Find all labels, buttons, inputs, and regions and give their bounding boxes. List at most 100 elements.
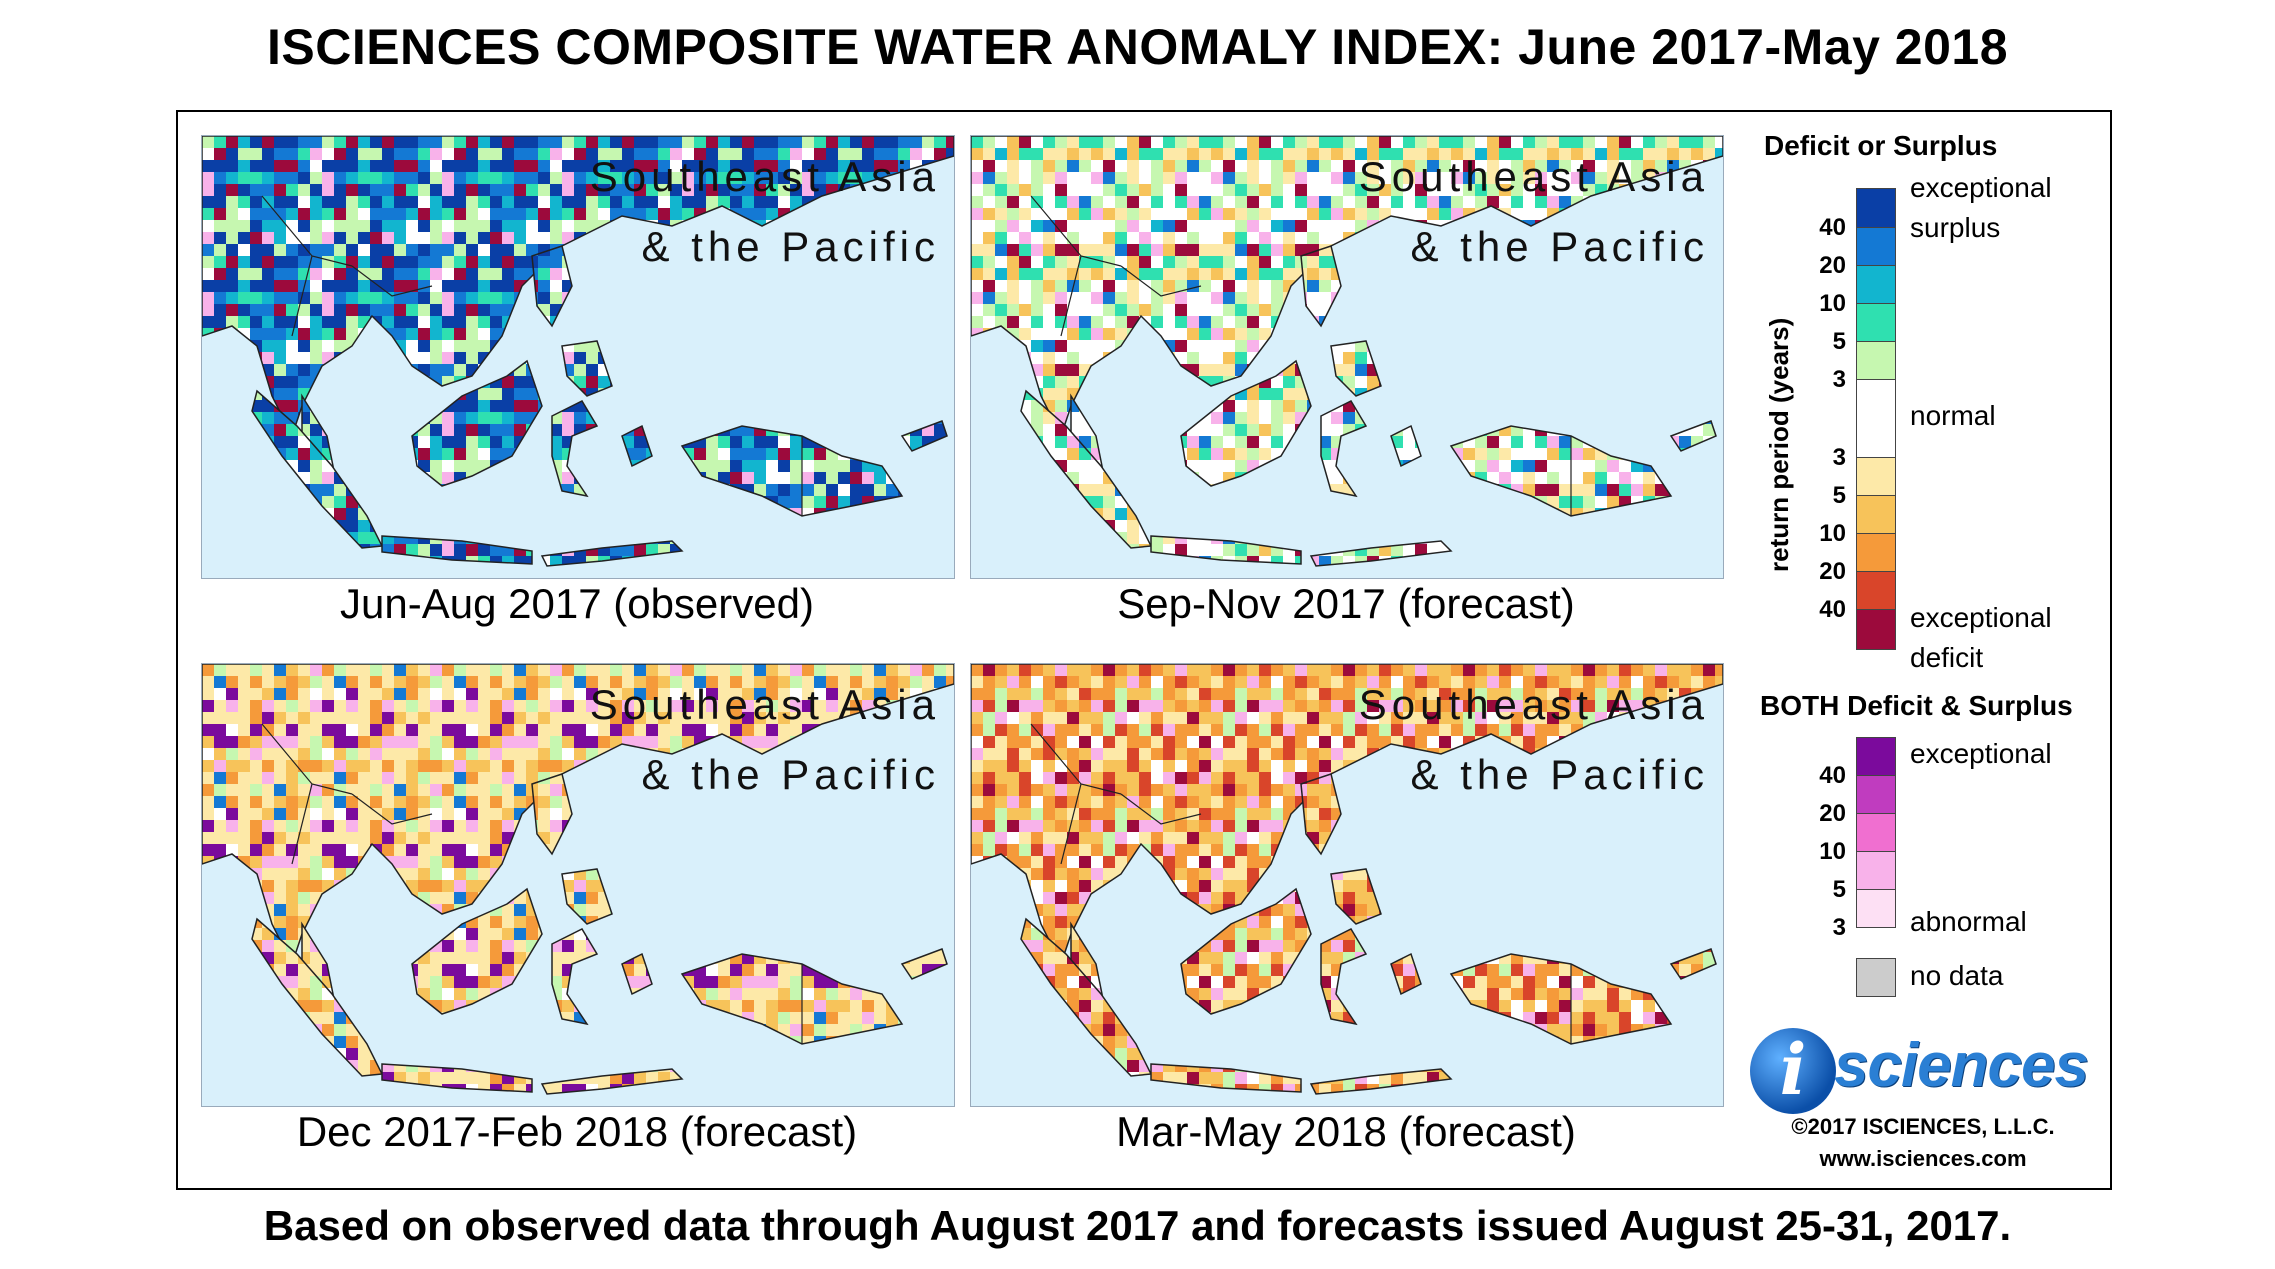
tick: 40	[1819, 596, 1846, 623]
lesser-sunda-land	[540, 1068, 684, 1095]
legend-title-deficit-surplus: Deficit or Surplus	[1764, 130, 1998, 161]
page-title: ISCIENCES COMPOSITE WATER ANOMALY INDEX:…	[266, 19, 2009, 75]
lesser-sunda-land	[1309, 540, 1453, 567]
maluku-land	[621, 424, 653, 468]
lesser-sunda-land	[540, 540, 684, 567]
legend-normal: normal	[1910, 400, 1996, 431]
borneo-land	[1180, 359, 1312, 487]
philippines-luzon-land	[531, 245, 573, 328]
mainland-asia-land	[202, 664, 954, 966]
philippines-luzon-land	[531, 773, 573, 856]
country-border	[1060, 255, 1082, 337]
tick: 20	[1819, 558, 1846, 585]
swatch-surplus-40	[1856, 227, 1896, 266]
new-guinea-land	[680, 425, 904, 517]
mainland-asia-land	[971, 664, 1723, 966]
tick: 10	[1819, 838, 1846, 865]
java-land	[1150, 1063, 1302, 1093]
isciences-logo: i sciences	[1750, 1026, 2090, 1116]
sumatra-land	[251, 389, 384, 549]
sumatra-land	[1020, 917, 1153, 1077]
country-border	[351, 793, 433, 825]
swatch-both-5	[1856, 851, 1896, 890]
maluku-land	[621, 952, 653, 996]
swatch-deficit-10	[1856, 533, 1896, 572]
lesser-sunda-land	[1309, 1068, 1453, 1095]
maluku-land	[1390, 424, 1422, 468]
tick: 5	[1832, 876, 1846, 903]
swatch-deficit-5	[1856, 495, 1896, 534]
borneo-land	[411, 887, 543, 1015]
tick: 3	[1832, 366, 1846, 393]
maluku-land	[1390, 952, 1422, 996]
panel-caption: Sep-Nov 2017 (forecast)	[1117, 580, 1575, 627]
country-border	[351, 265, 433, 297]
philippines-south-land	[1330, 340, 1382, 397]
panel-caption: Jun-Aug 2017 (observed)	[340, 580, 814, 627]
sulawesi-land	[551, 928, 599, 1026]
tick: 5	[1832, 328, 1846, 355]
legend-no-data: no data	[1910, 960, 2004, 991]
swatch-surplus-exceptional	[1856, 188, 1896, 228]
legend-exceptional-deficit: exceptional deficit	[1910, 602, 2052, 673]
sulawesi-land	[1320, 928, 1368, 1026]
tick: 3	[1832, 914, 1846, 941]
sulawesi-land	[551, 400, 599, 498]
country-border	[291, 783, 313, 865]
java-land	[381, 1063, 533, 1093]
tick: 10	[1819, 520, 1846, 547]
tick: 20	[1819, 252, 1846, 279]
logo-i-icon: i	[1750, 1028, 1836, 1114]
java-land	[381, 535, 533, 565]
swatch-surplus-20	[1856, 265, 1896, 304]
new-guinea-land	[1449, 425, 1673, 517]
java-land	[1150, 535, 1302, 565]
website-url: www.isciences.com	[1819, 1146, 2027, 1171]
region-label: Southeast Asia & the Pacific	[589, 681, 940, 798]
country-border	[291, 255, 313, 337]
swatch-both-20	[1856, 775, 1896, 814]
region-label: Southeast Asia & the Pacific	[1358, 681, 1709, 798]
country-border	[1120, 793, 1202, 825]
philippines-south-land	[561, 868, 613, 925]
swatch-both-3	[1856, 889, 1896, 928]
philippines-luzon-land	[1300, 773, 1342, 856]
swatch-surplus-10	[1856, 303, 1896, 342]
tick: 20	[1819, 800, 1846, 827]
swatch-normal	[1856, 379, 1896, 458]
legend-axis-label: return period (years)	[1764, 317, 1794, 572]
map-canvas	[202, 136, 954, 567]
legend-both-abnormal: abnormal	[1910, 906, 2027, 937]
mainland-asia-land	[202, 136, 954, 438]
tick: 40	[1819, 762, 1846, 789]
copyright: ©2017 ISCIENCES, L.L.C.	[1791, 1114, 2055, 1139]
swatch-deficit-3	[1856, 457, 1896, 496]
country-border	[1060, 783, 1082, 865]
swatch-no-data	[1856, 958, 1896, 997]
new-britain-land	[900, 420, 948, 452]
sulawesi-land	[1320, 400, 1368, 498]
tick: 3	[1832, 444, 1846, 471]
map-panel-sep-nov-2017: Southeast Asia & the Pacific	[970, 135, 1724, 579]
legend-exceptional-surplus: exceptional surplus	[1910, 172, 2052, 243]
map-panel-mar-may-2018: Southeast Asia & the Pacific	[970, 663, 1724, 1107]
sumatra-land	[1020, 389, 1153, 549]
panel-caption: Dec 2017-Feb 2018 (forecast)	[296, 1108, 858, 1155]
borneo-land	[1180, 887, 1312, 1015]
tick: 10	[1819, 290, 1846, 317]
region-label: Southeast Asia & the Pacific	[1358, 153, 1709, 270]
philippines-south-land	[1330, 868, 1382, 925]
tick: 40	[1819, 214, 1846, 241]
map-panel-dec-2017-feb-2018: Southeast Asia & the Pacific	[201, 663, 955, 1107]
swatch-deficit-exceptional	[1856, 609, 1896, 650]
sumatra-land	[251, 917, 384, 1077]
new-guinea-land	[1449, 953, 1673, 1045]
new-britain-land	[900, 948, 948, 980]
mainland-asia-land	[971, 136, 1723, 438]
logo-wordmark: sciences	[1834, 1031, 2089, 1100]
swatch-deficit-20	[1856, 571, 1896, 610]
map-canvas	[202, 664, 954, 1095]
philippines-south-land	[561, 340, 613, 397]
borneo-land	[411, 359, 543, 487]
new-guinea-land	[680, 953, 904, 1045]
